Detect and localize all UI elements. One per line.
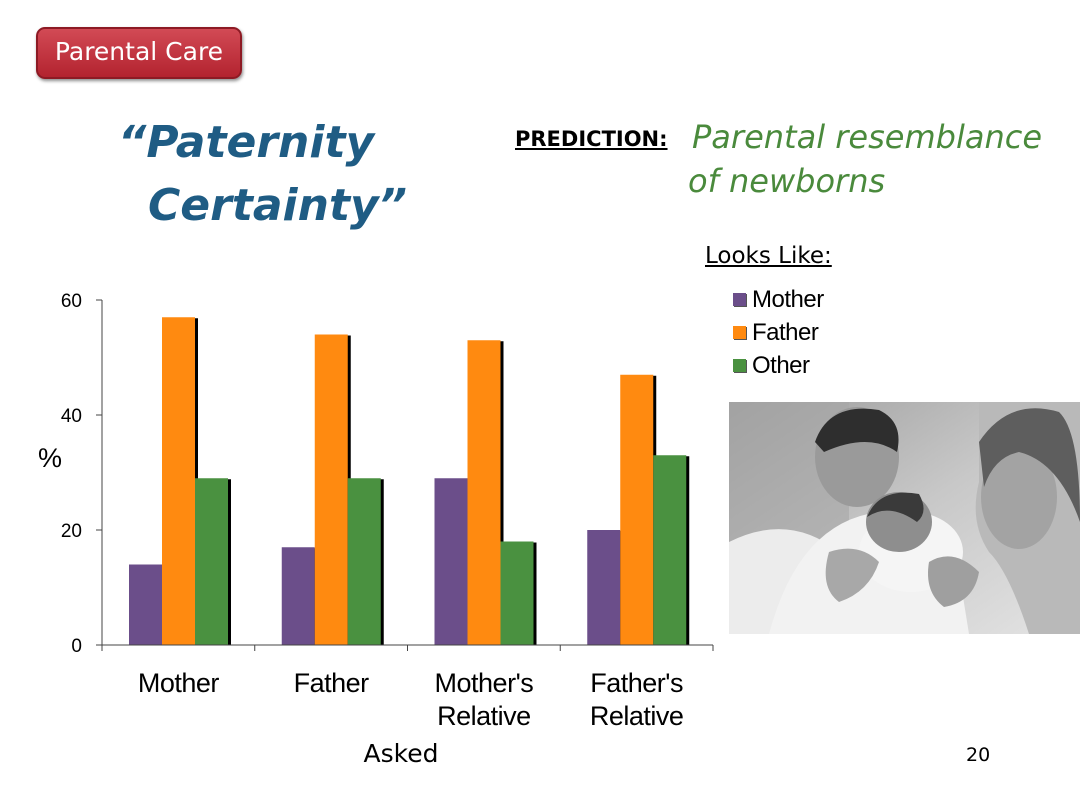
x-tick-label: Relative — [437, 701, 531, 731]
bar-father-3 — [620, 374, 654, 645]
slide-title-line2: Certainty” — [148, 180, 408, 231]
prediction-text-line2: of newborns — [688, 162, 886, 200]
y-tick-label: 20 — [61, 521, 82, 542]
legend-swatch-father — [733, 326, 746, 339]
chart-legend: Mother Father Other — [733, 283, 824, 382]
page-number: 20 — [966, 744, 991, 766]
prediction-text-line1: Parental resemblance — [692, 118, 1042, 156]
bar-other-1 — [347, 478, 381, 645]
legend-item-father: Father — [733, 316, 824, 349]
bar-other-0 — [195, 478, 228, 645]
x-tick-label: Relative — [590, 701, 684, 731]
bar-chart: Mother Father Mother'sRelativeFather'sRela… — [38, 291, 714, 768]
bar-other-2 — [500, 541, 534, 645]
y-tick-label: 60 — [61, 291, 82, 312]
legend-swatch-mother — [733, 293, 746, 306]
x-tick-label: Mother's — [435, 668, 534, 698]
chart-bars — [129, 317, 690, 645]
legend-title: Looks Like: — [705, 243, 832, 269]
bar-father-2 — [467, 340, 501, 645]
prediction-label: PREDICTION: — [515, 127, 668, 151]
bar-mother-1 — [281, 547, 315, 645]
y-tick-label: 0 — [71, 636, 82, 657]
bar-father-1 — [314, 334, 348, 645]
x-axis-label: Asked — [364, 739, 439, 768]
legend-label-other: Other — [752, 351, 810, 379]
bar-father-0 — [162, 317, 195, 645]
legend-swatch-other — [733, 359, 746, 372]
legend-item-mother: Mother — [733, 283, 824, 316]
chart-labels: Mother Father Mother'sRelativeFather'sRela… — [38, 291, 684, 768]
legend-item-other: Other — [733, 349, 824, 382]
family-newborn-photo — [729, 402, 1080, 634]
legend-label-father: Father — [752, 318, 819, 346]
legend-label-mother: Mother — [752, 285, 824, 313]
bar-other-3 — [653, 455, 687, 645]
y-axis-label: % — [38, 443, 62, 473]
x-tick-label: Mother — [138, 668, 220, 698]
slide-title-line1: “Paternity — [118, 117, 375, 168]
y-tick-label: 40 — [61, 406, 82, 427]
bar-mother-2 — [434, 478, 468, 645]
bar-mother-3 — [587, 530, 621, 645]
x-tick-label: Father's — [590, 668, 683, 698]
chart-axes — [96, 299, 714, 651]
bar-mother-0 — [129, 564, 162, 645]
x-tick-label: Father — [294, 668, 370, 698]
section-badge: Parental Care — [36, 27, 242, 79]
